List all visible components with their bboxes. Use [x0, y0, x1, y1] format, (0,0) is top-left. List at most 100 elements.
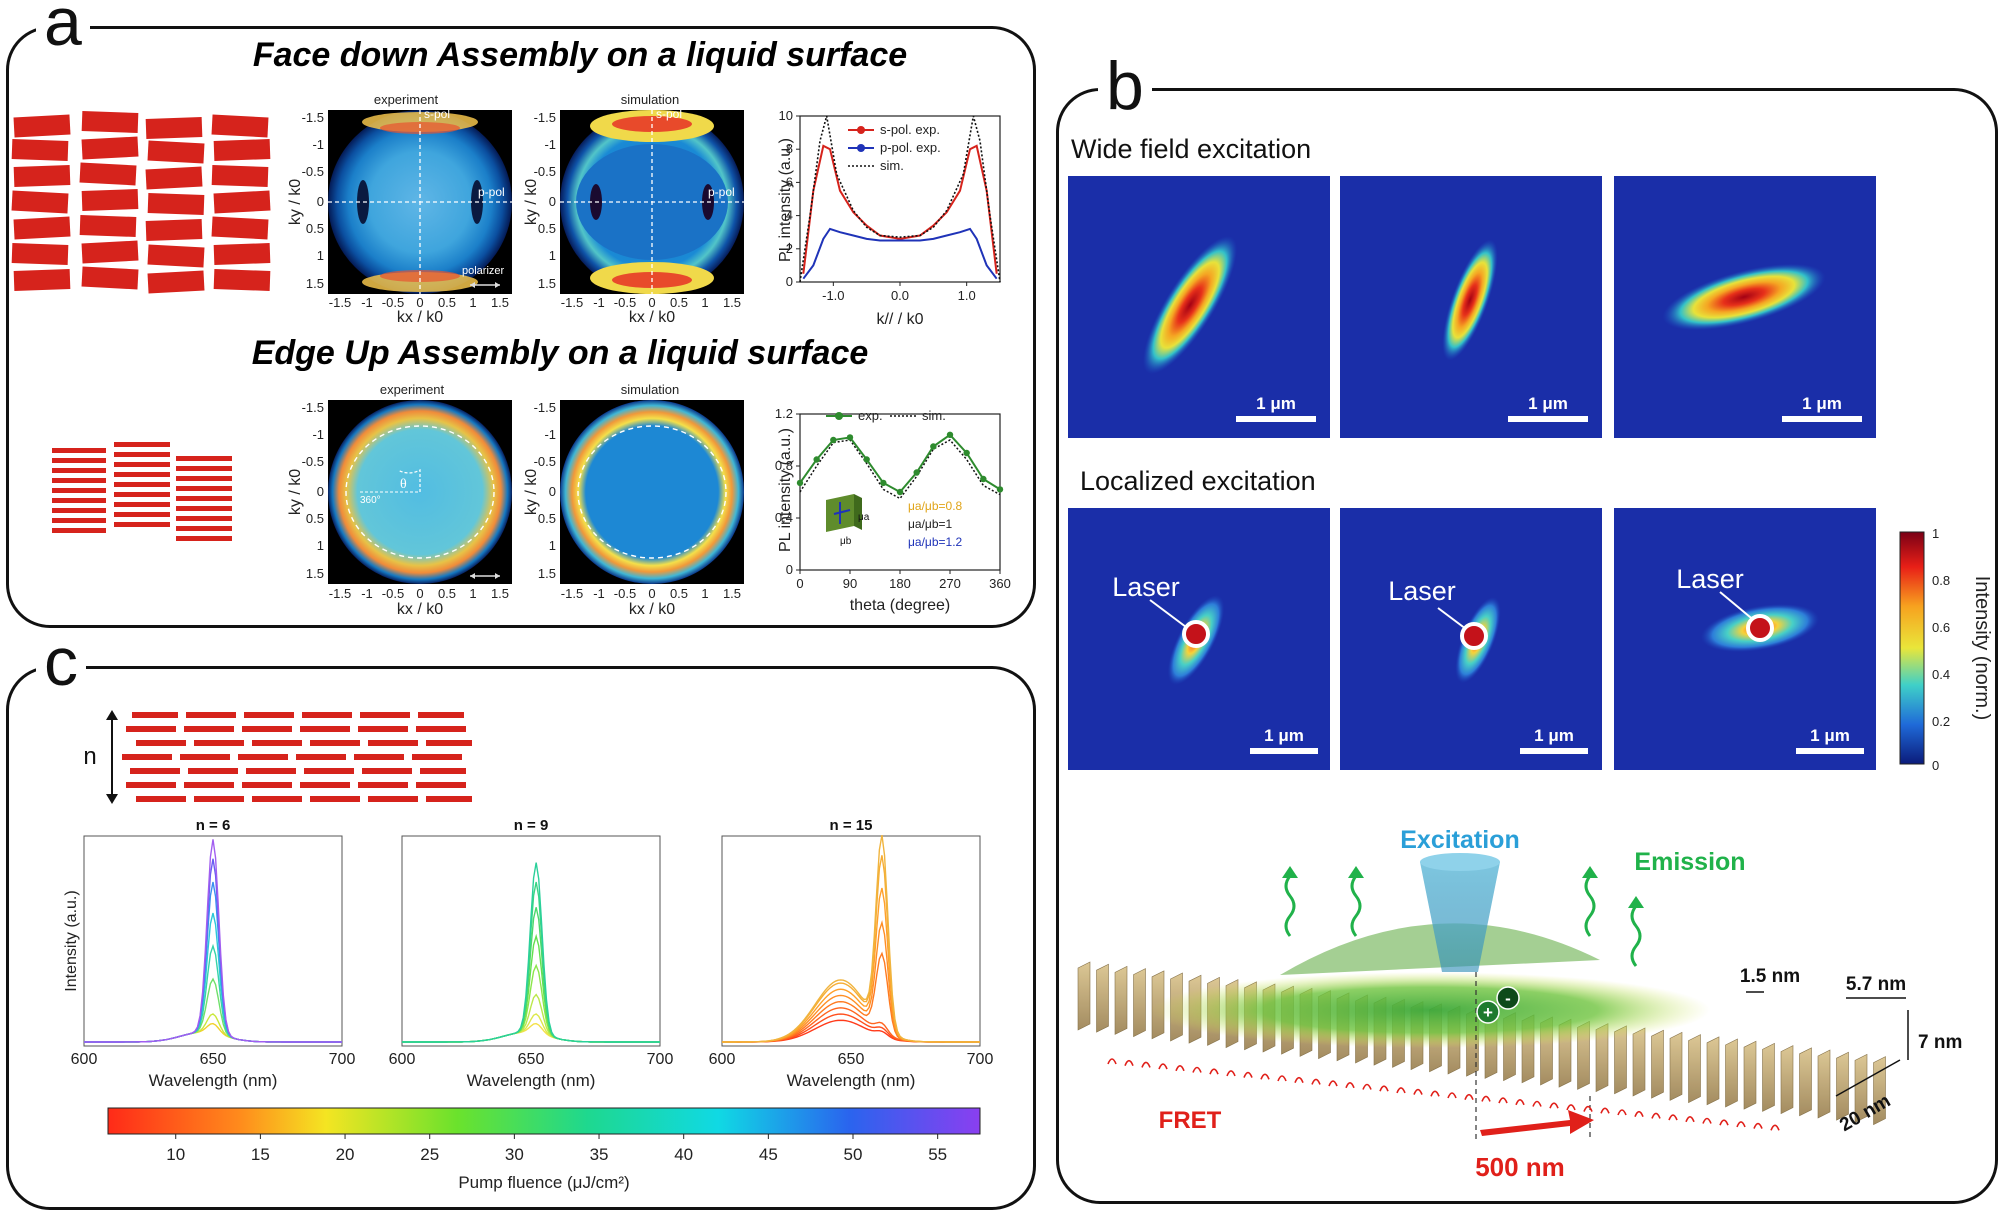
platelet	[1651, 1029, 1664, 1099]
tick: 1.5	[538, 276, 556, 291]
tick: 1	[549, 248, 556, 263]
spectra-group: n = 6 600 650 700 Wavelength (nm) Intensity (…	[63, 817, 993, 1090]
scale-bar-label: 1 μm	[1264, 726, 1304, 745]
ky-label: ky / k0	[287, 469, 304, 515]
tick: 1	[317, 248, 324, 263]
x-tick-label: 700	[967, 1051, 994, 1068]
tick: -1.5	[329, 295, 351, 310]
exp-point	[846, 434, 854, 441]
colorbar-tick: 0	[1932, 758, 1939, 773]
y-tick-label: 2	[786, 241, 793, 256]
x-axis-label: Wavelength (nm)	[467, 1071, 596, 1090]
tick: -1.5	[302, 110, 324, 125]
x-tick-label: 600	[709, 1051, 736, 1068]
tick: 0	[317, 484, 324, 499]
fret-arrow-icon	[1498, 1097, 1508, 1104]
platelet	[1632, 1027, 1646, 1097]
face-down-experiment-map: experiment s-pol p-pol polarizer	[328, 92, 512, 294]
tick: 0.5	[670, 586, 688, 601]
colorbar-tick: 45	[759, 1145, 778, 1164]
platelet	[1688, 1034, 1701, 1104]
colorbar-tick: 10	[166, 1145, 185, 1164]
colorbar-tick: 40	[674, 1145, 693, 1164]
edge-up-experiment-map: experiment θ 360°	[328, 382, 512, 584]
kx-label: kx / k0	[397, 309, 443, 326]
excitation-cone	[1420, 862, 1500, 972]
map-title: experiment	[380, 382, 445, 397]
tick: -1	[312, 137, 324, 152]
series-line-sim.	[799, 115, 1001, 283]
tick: -1	[544, 427, 556, 442]
platelet	[1669, 1031, 1683, 1101]
kx-label: kx / k0	[629, 601, 675, 618]
panel-b-label: b	[1098, 52, 1152, 120]
legend-item: s-pol. exp.	[880, 122, 940, 137]
fret-arrow-icon	[1447, 1092, 1457, 1099]
tick: 0	[416, 295, 423, 310]
tick: -1	[361, 586, 373, 601]
tick: 1	[549, 538, 556, 553]
colorbar-tick: 50	[844, 1145, 863, 1164]
exp-point	[896, 488, 904, 496]
fret-arrow-icon	[1549, 1102, 1559, 1109]
tick: 1	[701, 295, 708, 310]
platelet	[1817, 1049, 1831, 1119]
legend-item: exp.	[858, 408, 883, 423]
tick: -0.5	[614, 295, 636, 310]
face-down-exp-axes: ky / k0 kx / k0 -1.5 -1 -0.5 0 0.5 1 1.5…	[287, 110, 509, 326]
emission-label: Emission	[1634, 848, 1745, 876]
spectrum-title: n = 15	[830, 817, 873, 834]
laser-label: Laser	[1112, 572, 1180, 602]
excitation-label: Excitation	[1400, 826, 1519, 854]
tick: 1.5	[491, 586, 509, 601]
theta-label: θ	[400, 477, 407, 492]
tick: -0.5	[534, 454, 556, 469]
exp-point	[996, 486, 1004, 493]
tick: -0.5	[302, 454, 324, 469]
tick: -1	[544, 137, 556, 152]
scale-bar-label: 1 μm	[1810, 726, 1850, 745]
y-tick-label: 0	[786, 562, 793, 577]
tick: -1.5	[534, 110, 556, 125]
tick: 0.5	[538, 511, 556, 526]
y-axis-label: PL intensity (a.u.)	[777, 428, 794, 552]
x-tick-label: 0	[796, 576, 803, 591]
s-pol-label: s-pol	[424, 107, 450, 121]
exp-point	[963, 449, 970, 457]
colorbar-tick: 0.4	[1932, 667, 1950, 682]
platelet	[1114, 965, 1128, 1035]
kx-label: kx / k0	[397, 601, 443, 618]
fret-schematic: Excitation Emission + - FRET 500 nm 1.5 …	[1077, 826, 1962, 1182]
colorbar-tick: 1	[1932, 526, 1939, 541]
fret-label: FRET	[1159, 1107, 1222, 1134]
fret-arrow-icon	[1736, 1121, 1746, 1128]
panel-a-label: a	[36, 0, 90, 56]
n-label: n	[83, 743, 96, 770]
colorbar-label: Intensity (norm.)	[1971, 576, 1993, 720]
tick: 0	[549, 484, 556, 499]
fret-arrow-icon	[1770, 1124, 1780, 1131]
tick: -0.5	[302, 164, 324, 179]
exp-point	[913, 469, 920, 476]
tick: 1.5	[306, 566, 324, 581]
x-tick-label: 650	[200, 1051, 227, 1068]
fret-arrow-icon	[1243, 1071, 1253, 1078]
tick: -1	[593, 295, 605, 310]
n-arrowheads-icon	[106, 710, 118, 804]
y-tick-label: 6	[786, 174, 793, 189]
pump-fluence-colorbar: 10 15 20 25 30 35 40 45 50 55 Pump fluence (μJ/cm…	[107, 1107, 981, 1192]
x-tick-label: 650	[518, 1051, 545, 1068]
tick: 0.5	[538, 221, 556, 236]
map-axes: ky / k0 kx / k0 -1.5 -1 -0.5 0 0.5 1 1.5…	[287, 110, 741, 618]
y-axis-label: Intensity (a.u.)	[63, 890, 80, 991]
wide-field-image-1: 1 μm	[1068, 176, 1330, 438]
series-line-s-pol. exp.	[802, 144, 998, 274]
localized-image-1: Laser 1 μm	[1068, 508, 1330, 770]
wide-field-title: Wide field excitation	[1071, 134, 1311, 164]
fret-arrow-icon	[1464, 1093, 1474, 1101]
exp-point	[863, 456, 870, 463]
x-axis-label: k// / k0	[876, 311, 923, 328]
tick: 0	[648, 586, 655, 601]
x-tick-label: 700	[647, 1051, 674, 1068]
